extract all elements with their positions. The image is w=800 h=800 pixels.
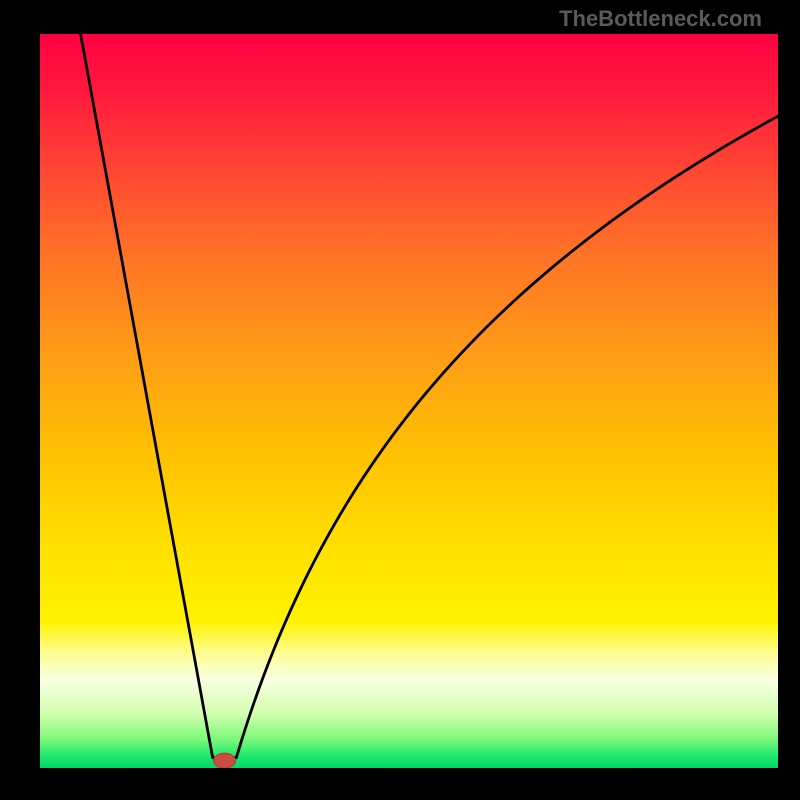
optimal-point-marker [214, 753, 236, 768]
plot-area [40, 34, 778, 768]
bottleneck-curve [81, 34, 778, 758]
watermark-text: TheBottleneck.com [559, 6, 762, 32]
plot-svg [40, 34, 778, 768]
figure-frame: TheBottleneck.com [0, 0, 800, 800]
